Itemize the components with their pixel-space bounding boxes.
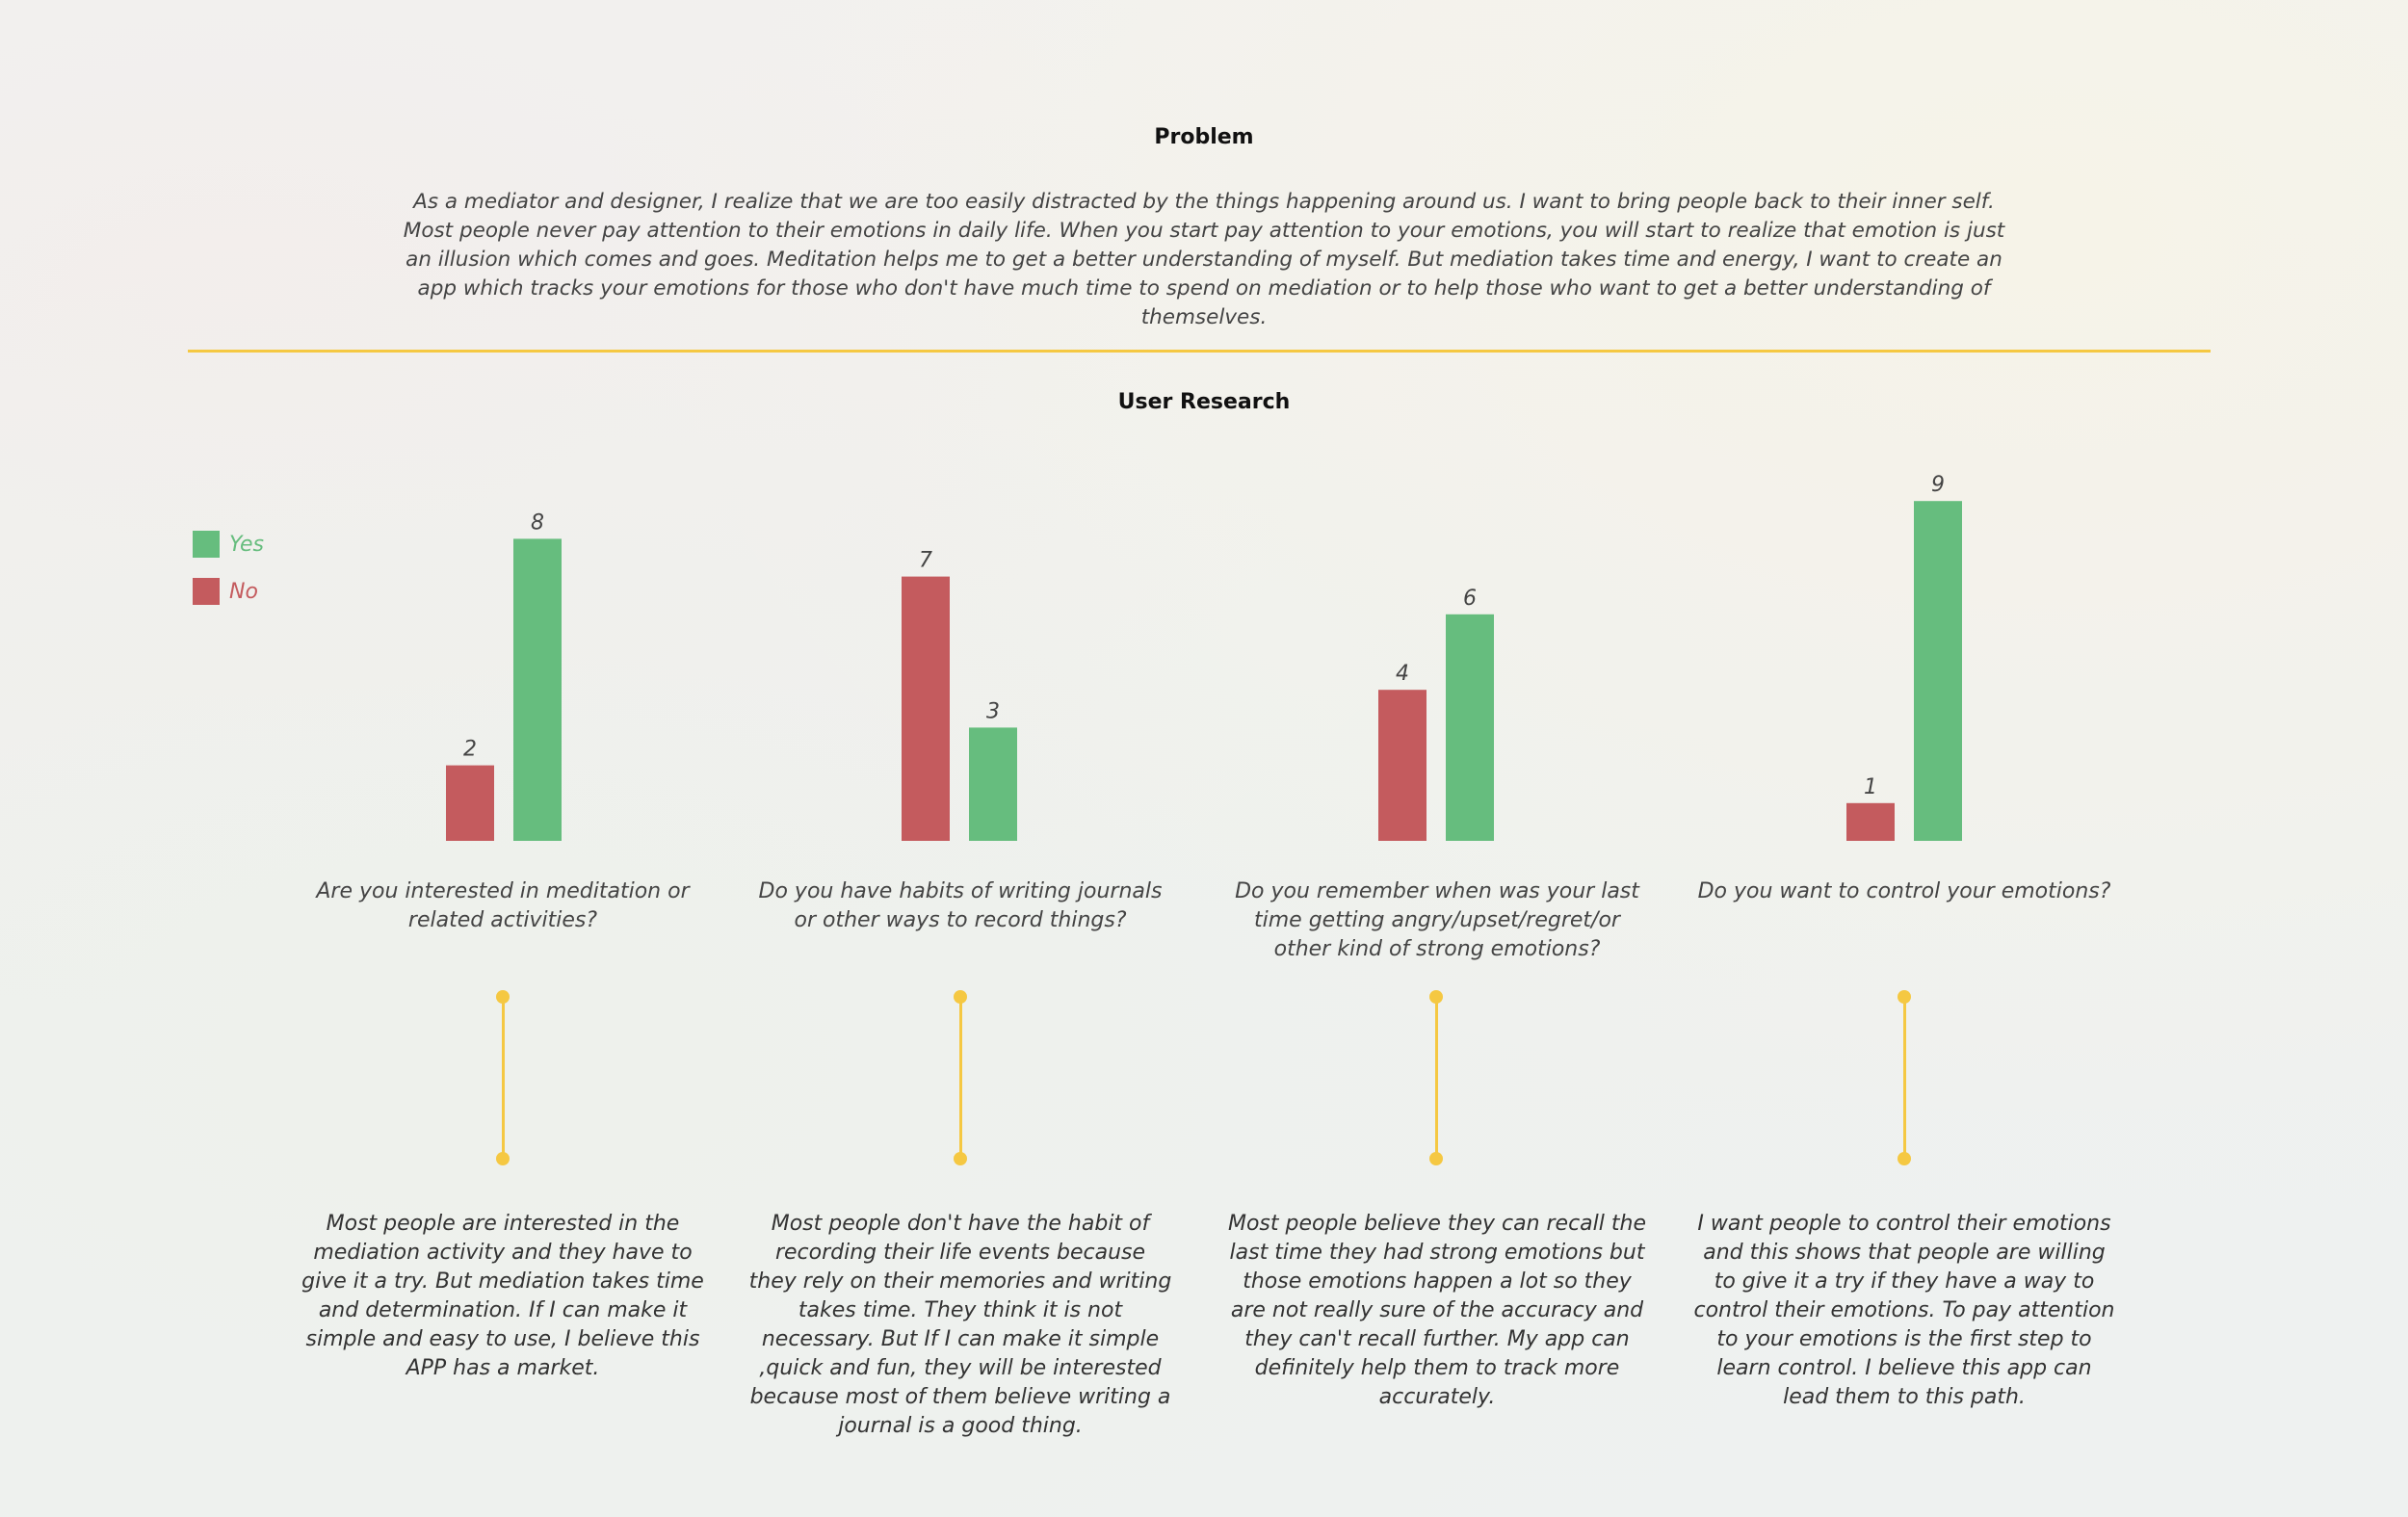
question-3: Do you remember when was your last time … (1235, 879, 1639, 961)
bar-no-q1 (446, 765, 494, 841)
connector-4 (1898, 990, 1911, 1165)
legend-item-yes: Yes (193, 530, 264, 559)
bar-label-no-q3: 4 (1396, 662, 1409, 686)
bar-no-q4 (1846, 802, 1895, 841)
bar-label-no-q4: 1 (1864, 775, 1877, 799)
insight-2: Most people don't have the habit of reco… (748, 1212, 1172, 1438)
bar-label-yes-q3: 6 (1463, 587, 1477, 611)
bar-label-no-q1: 2 (463, 738, 477, 762)
legend-label-no: No (229, 579, 258, 604)
bar-label-no-q2: 7 (919, 549, 932, 573)
legend-swatch-no (193, 578, 220, 605)
bar-no-q3 (1378, 690, 1426, 841)
legend-item-no: No (193, 577, 264, 606)
connector-1 (496, 990, 510, 1165)
question-2: Do you have habits of writing journals o… (758, 879, 1163, 932)
user-research-heading: User Research (1117, 390, 1291, 414)
bar-label-yes-q1: 8 (531, 510, 544, 535)
chart-legend: Yes No (193, 530, 264, 624)
bar-yes-q3 (1446, 614, 1494, 841)
problem-heading: Problem (1154, 125, 1254, 149)
insight-4: I want people to control their emotions … (1693, 1212, 2115, 1409)
section-divider (188, 350, 2211, 353)
bar-no-q2 (902, 576, 950, 841)
question-4: Do you want to control your emotions? (1697, 879, 2111, 903)
insight-1: Most people are interested in the mediat… (301, 1212, 704, 1380)
bar-label-yes-q2: 3 (986, 699, 1000, 723)
legend-swatch-yes (193, 531, 220, 558)
bar-label-yes-q4: 9 (1931, 473, 1945, 497)
bar-yes-q2 (969, 727, 1017, 841)
bar-yes-q4 (1914, 501, 1962, 841)
bar-yes-q1 (513, 538, 562, 841)
legend-label-yes: Yes (229, 532, 265, 557)
connector-3 (1429, 990, 1443, 1165)
connector-2 (954, 990, 967, 1165)
problem-text: As a mediator and designer, I realize th… (403, 190, 2005, 329)
question-1: Are you interested in meditation or rela… (316, 879, 690, 932)
insight-3: Most people believe they can recall the … (1227, 1212, 1646, 1409)
